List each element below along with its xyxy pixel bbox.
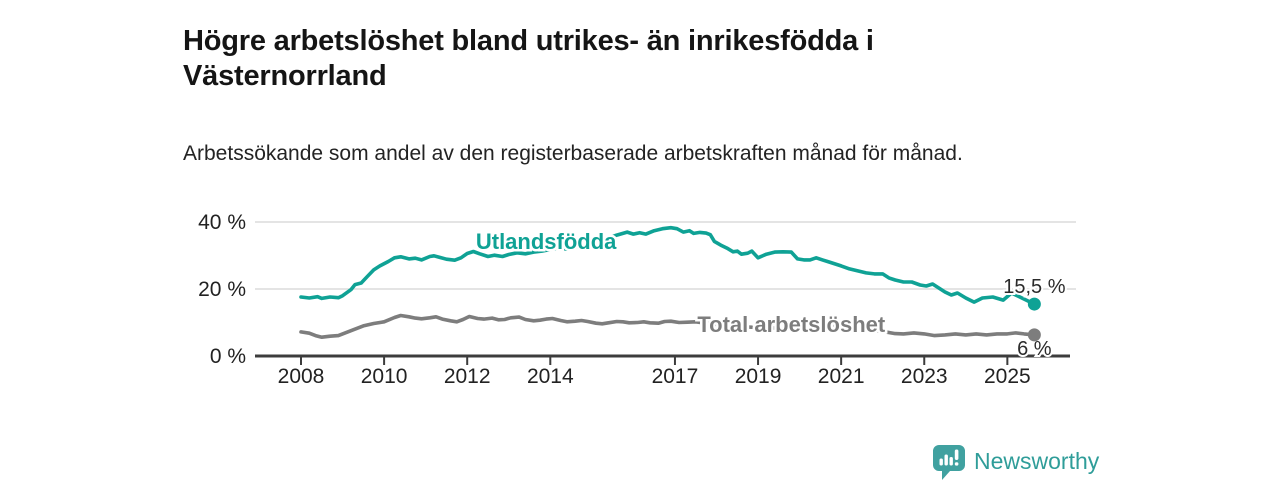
page-title: Högre arbetslöshet bland utrikes- än inr… (183, 25, 874, 92)
x-tick-label: 2017 (652, 365, 699, 388)
series-label-utlandsfodda: Utlandsfödda (476, 229, 617, 254)
x-tick-label: 2021 (818, 365, 865, 388)
x-tick-label: 2023 (901, 365, 948, 388)
x-tick-label: 2008 (278, 365, 325, 388)
newsworthy-logo-text: Newsworthy (974, 448, 1100, 474)
bar-chart-speech-bubble-icon (933, 445, 965, 480)
end-value-label-utlandsfodda: 15,5 % (1003, 276, 1065, 298)
end-dot-total-arbetsloshet (1027, 328, 1041, 342)
x-tick-label: 2019 (735, 365, 782, 388)
y-tick-label: 40 % (198, 211, 246, 234)
end-dot-utlandsfodda (1027, 297, 1041, 311)
x-tick-label: 2012 (444, 365, 491, 388)
y-tick-label: 20 % (198, 278, 246, 301)
x-tick-label: 2010 (361, 365, 408, 388)
series-line-total-arbetsloshet (299, 313, 1037, 340)
end-value-label-total-arbetsloshet: 6 % (1017, 338, 1052, 360)
x-tick-label: 2014 (527, 365, 574, 388)
series-label-total-arbetsloshet: Total arbetslöshet (697, 312, 886, 337)
x-tick-label: 2025 (984, 365, 1031, 388)
y-tick-label: 0 % (210, 345, 246, 368)
page-subtitle: Arbetssökande som andel av den registerb… (183, 142, 963, 165)
newsworthy-logo: Newsworthy (933, 445, 1099, 480)
series-line-utlandsfodda (299, 225, 1037, 306)
